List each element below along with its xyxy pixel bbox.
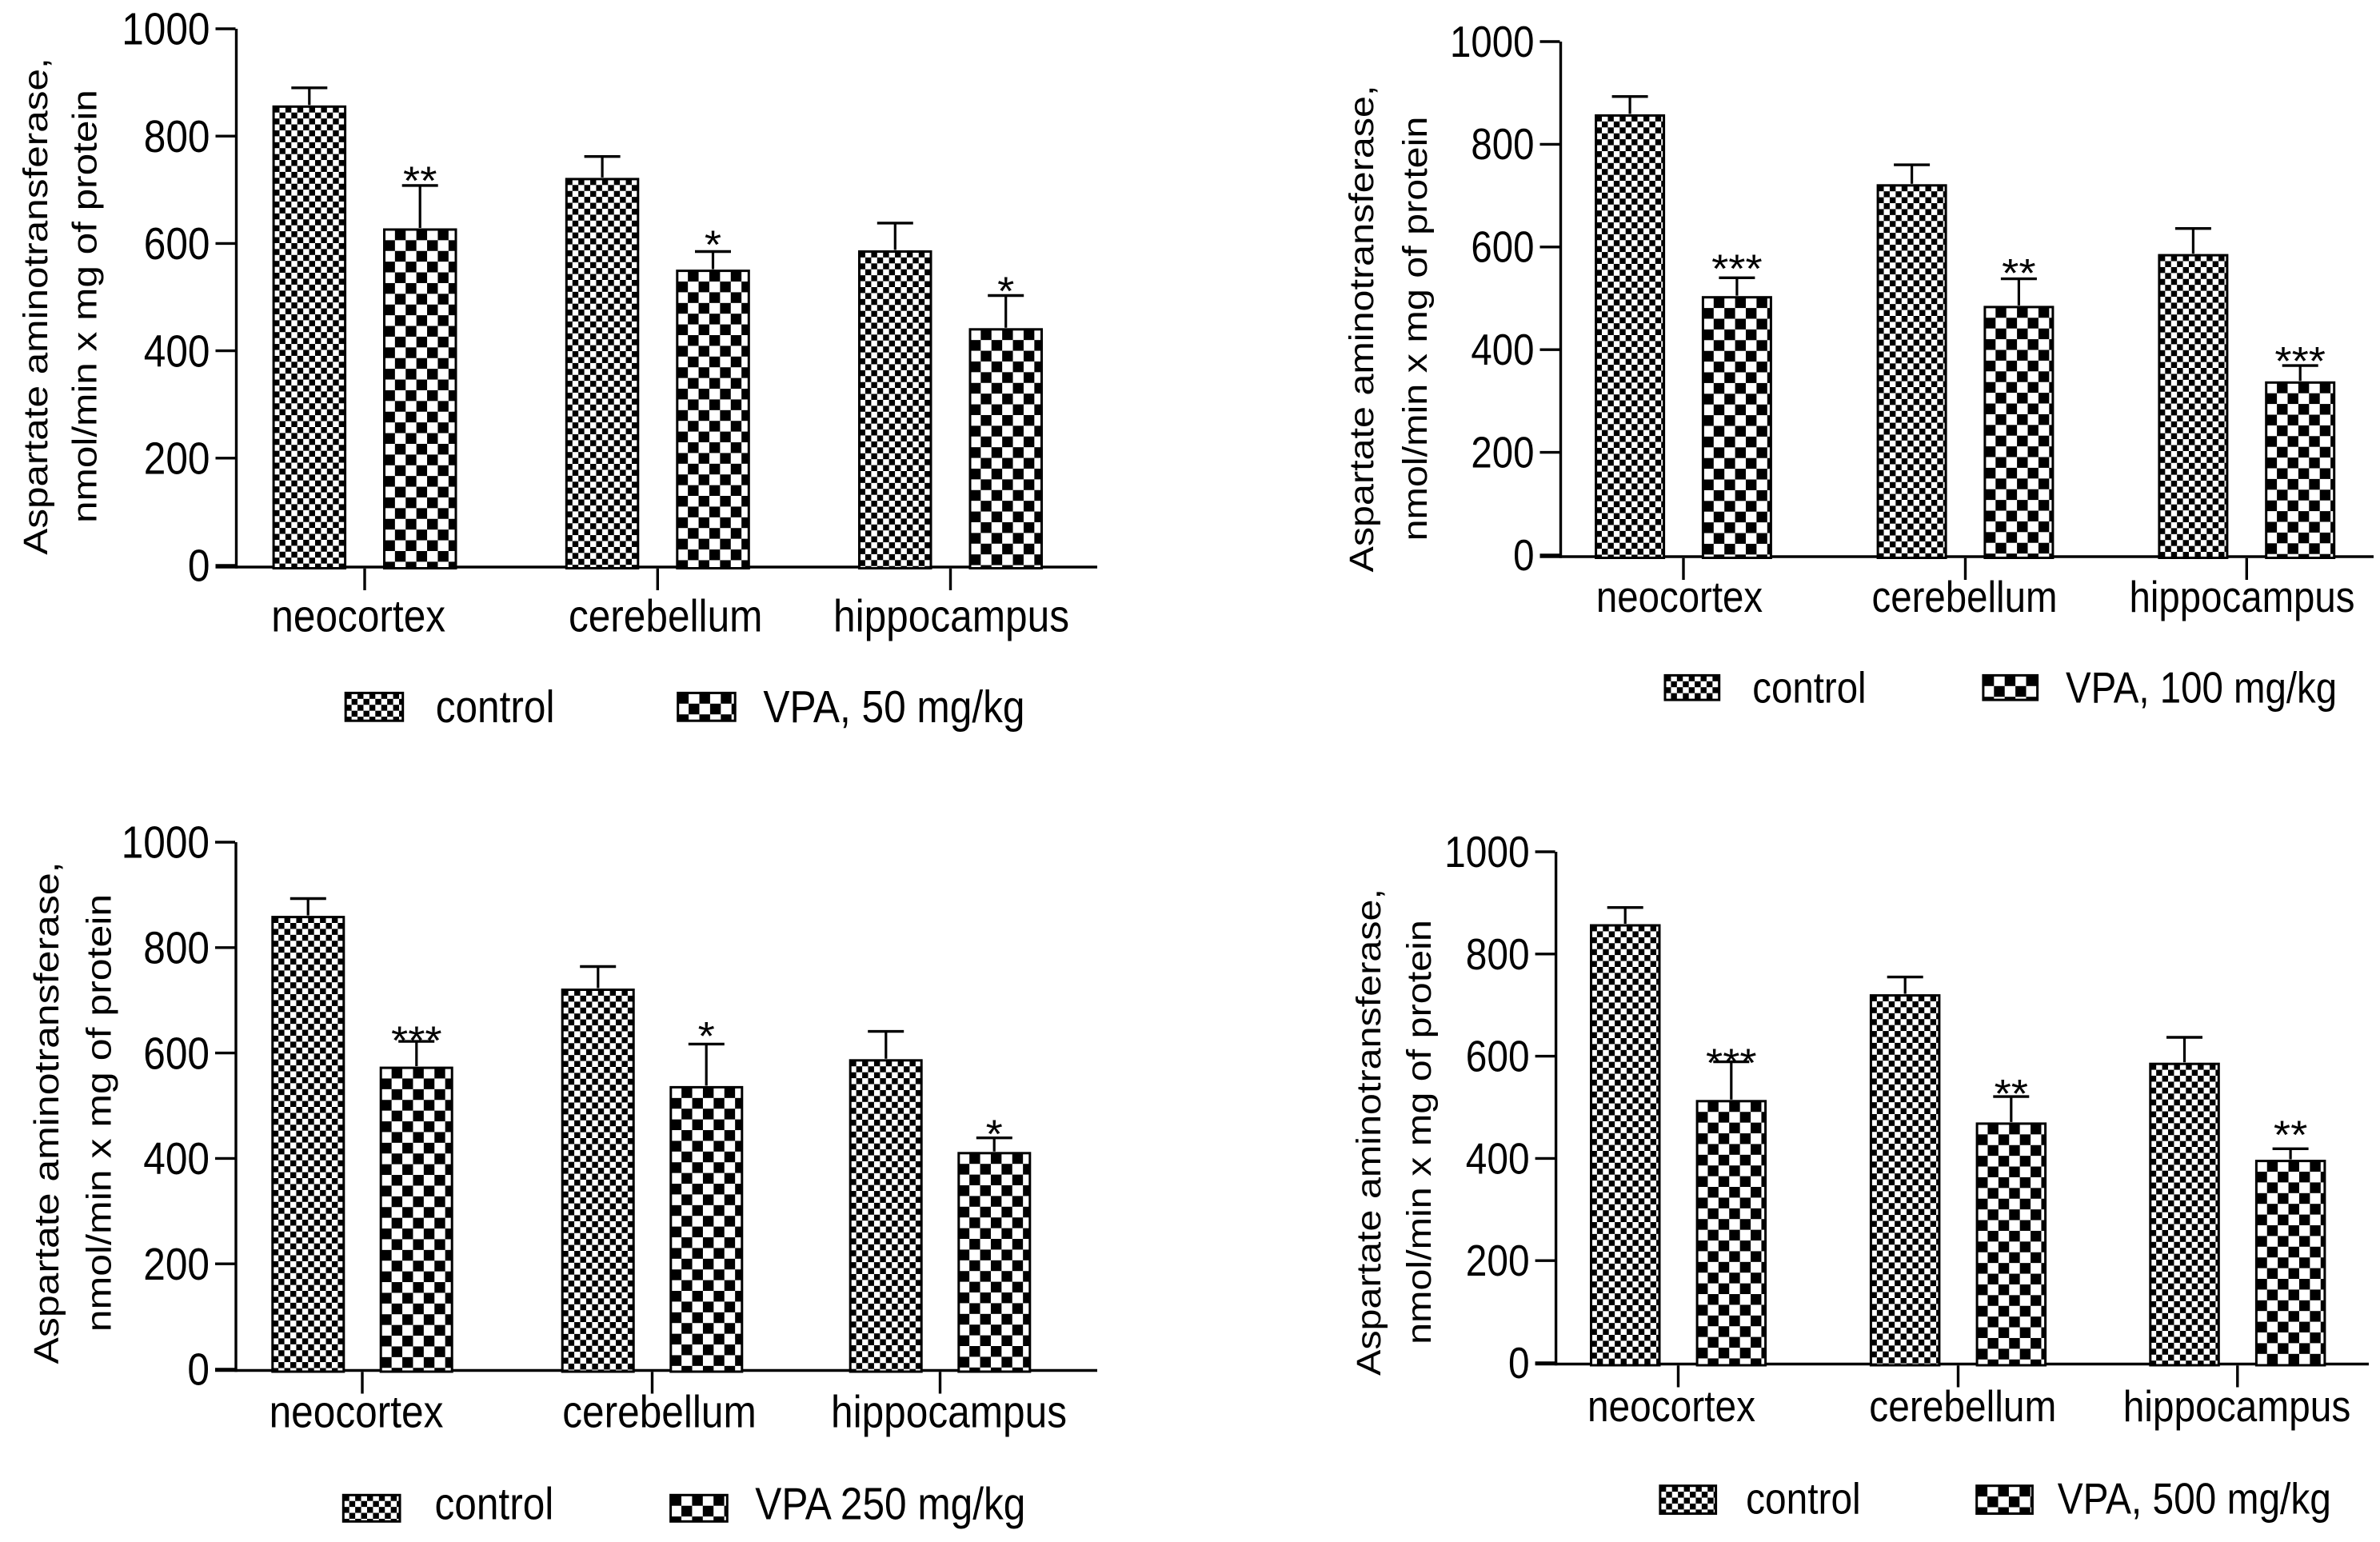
svg-text:control: control — [436, 681, 555, 733]
svg-text:neocortex: neocortex — [271, 591, 445, 642]
svg-text:200: 200 — [143, 1239, 210, 1290]
svg-text:control: control — [435, 1478, 554, 1529]
svg-text:***: *** — [2274, 338, 2326, 383]
svg-text:hippocampus: hippocampus — [831, 1386, 1067, 1437]
svg-text:***: *** — [391, 1018, 442, 1063]
svg-text:cerebellum: cerebellum — [562, 1386, 757, 1437]
svg-text:200: 200 — [144, 433, 210, 485]
svg-text:600: 600 — [1471, 223, 1534, 272]
svg-text:0: 0 — [187, 1344, 210, 1396]
svg-text:1000: 1000 — [122, 4, 210, 55]
svg-text:nmol/min x mg of protein: nmol/min x mg of protein — [1396, 117, 1434, 541]
svg-text:nmol/min x mg of protein: nmol/min x mg of protein — [80, 894, 118, 1332]
svg-text:Aspartate aminotransferase,: Aspartate aminotransferase, — [1350, 889, 1388, 1376]
svg-text:VPA, 50 mg/kg: VPA, 50 mg/kg — [763, 681, 1024, 733]
svg-text:600: 600 — [143, 1028, 210, 1079]
svg-text:nmol/min x mg of protein: nmol/min x mg of protein — [65, 90, 103, 523]
svg-text:hippocampus: hippocampus — [833, 591, 1069, 642]
svg-text:***: *** — [1711, 246, 1763, 291]
svg-text:600: 600 — [144, 218, 210, 270]
svg-text:control: control — [1752, 663, 1866, 712]
svg-text:hippocampus: hippocampus — [2123, 1381, 2351, 1431]
svg-text:400: 400 — [143, 1133, 210, 1184]
svg-text:***: *** — [1706, 1041, 1757, 1085]
svg-text:**: ** — [2274, 1113, 2307, 1157]
svg-text:1000: 1000 — [1444, 827, 1530, 877]
svg-text:**: ** — [1995, 1072, 2028, 1117]
svg-text:neocortex: neocortex — [1587, 1381, 1755, 1431]
svg-text:400: 400 — [1466, 1133, 1530, 1183]
svg-text:Aspartate aminotransferase,: Aspartate aminotransferase, — [16, 58, 54, 555]
svg-text:800: 800 — [144, 111, 210, 162]
svg-text:200: 200 — [1466, 1236, 1530, 1285]
svg-text:600: 600 — [1466, 1032, 1530, 1081]
svg-text:VPA 250 mg/kg: VPA 250 mg/kg — [755, 1478, 1025, 1529]
svg-text:cerebellum: cerebellum — [1869, 1381, 2056, 1431]
svg-text:1000: 1000 — [122, 817, 210, 869]
svg-text:800: 800 — [1471, 120, 1534, 169]
svg-text:*: * — [986, 1112, 1003, 1156]
svg-text:200: 200 — [1471, 428, 1534, 477]
svg-text:neocortex: neocortex — [270, 1386, 444, 1437]
svg-text:Aspartate aminotransferase,: Aspartate aminotransferase, — [27, 861, 66, 1364]
svg-text:800: 800 — [143, 923, 210, 974]
svg-text:*: * — [705, 222, 721, 267]
svg-text:0: 0 — [1513, 531, 1534, 580]
svg-text:cerebellum: cerebellum — [1872, 573, 2058, 621]
svg-text:neocortex: neocortex — [1596, 573, 1763, 621]
svg-text:400: 400 — [144, 326, 210, 377]
svg-text:hippocampus: hippocampus — [2130, 573, 2355, 621]
svg-text:cerebellum: cerebellum — [569, 591, 763, 642]
svg-text:**: ** — [403, 158, 437, 203]
svg-text:VPA, 100 mg/kg: VPA, 100 mg/kg — [2066, 663, 2337, 712]
svg-text:0: 0 — [1508, 1338, 1530, 1388]
svg-text:1000: 1000 — [1450, 18, 1535, 66]
svg-text:400: 400 — [1471, 326, 1534, 374]
svg-text:VPA, 500 mg/kg: VPA, 500 mg/kg — [2058, 1474, 2331, 1524]
svg-text:0: 0 — [188, 541, 210, 592]
svg-text:*: * — [997, 269, 1014, 314]
svg-text:**: ** — [2002, 251, 2035, 296]
svg-text:control: control — [1746, 1474, 1861, 1524]
svg-text:nmol/min x mg of protein: nmol/min x mg of protein — [1400, 920, 1438, 1344]
svg-text:Aspartate aminotransferase,: Aspartate aminotransferase, — [1343, 85, 1380, 572]
svg-text:*: * — [698, 1014, 715, 1059]
svg-text:800: 800 — [1466, 929, 1530, 979]
